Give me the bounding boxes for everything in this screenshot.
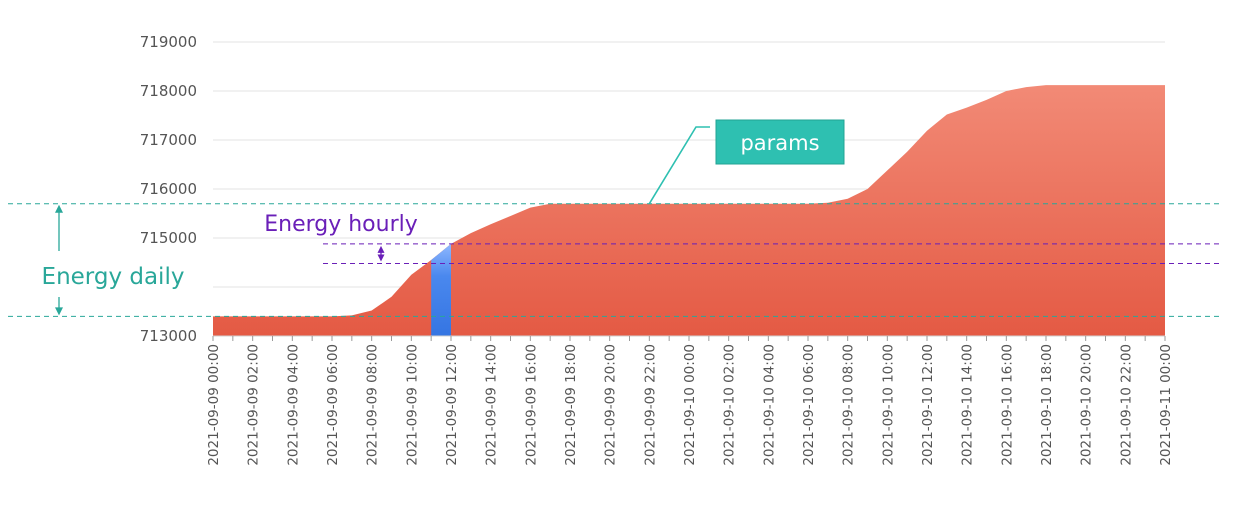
- x-tick-label: 2021-09-09 10:00: [404, 344, 420, 466]
- hourly-arrow-down-head: [377, 254, 385, 262]
- x-tick-label: 2021-09-10 08:00: [841, 344, 857, 466]
- x-tick-label: 2021-09-09 04:00: [285, 344, 301, 466]
- x-tick-label: 2021-09-10 02:00: [722, 344, 738, 466]
- x-tick-label: 2021-09-09 18:00: [563, 344, 579, 466]
- x-tick-label: 2021-09-11 00:00: [1158, 344, 1174, 466]
- y-tick-label: 716000: [140, 180, 197, 198]
- y-axis: 713000 715000 716000 717000 718000 719000: [140, 33, 197, 345]
- energy-daily-label: Energy daily: [42, 264, 185, 290]
- x-tick-label: 2021-09-10 06:00: [801, 344, 817, 466]
- daily-arrow-down-head: [55, 307, 63, 316]
- y-tick-label: 718000: [140, 82, 197, 100]
- energy-hourly-label: Energy hourly: [264, 212, 418, 237]
- x-tick-label: 2021-09-10 04:00: [761, 344, 777, 466]
- x-tick-label: 2021-09-10 22:00: [1118, 344, 1134, 466]
- x-tick-label: 2021-09-09 08:00: [365, 344, 381, 466]
- y-tick-label: 717000: [140, 131, 197, 149]
- area-series: [213, 85, 1165, 337]
- y-tick-label: 715000: [140, 229, 197, 247]
- x-tick-label: 2021-09-10 10:00: [880, 344, 896, 466]
- x-tick-label: 2021-09-10 20:00: [1079, 344, 1095, 466]
- x-tick-label: 2021-09-10 16:00: [999, 344, 1015, 466]
- callout-box: [715, 119, 845, 165]
- x-tick-label: 2021-09-09 20:00: [603, 344, 619, 466]
- x-tick-label: 2021-09-10 00:00: [682, 344, 698, 466]
- highlighted-hour-bar: [431, 243, 451, 336]
- callout-label: params: [740, 131, 819, 155]
- x-axis: 2021-09-09 00:00 2021-09-09 02:00 2021-09-…: [206, 335, 1174, 466]
- x-tick-label: 2021-09-09 00:00: [206, 344, 222, 466]
- x-tick-label: 2021-09-10 18:00: [1039, 344, 1055, 466]
- x-tick-label: 2021-09-09 14:00: [484, 344, 500, 466]
- y-tick-label: 719000: [140, 33, 197, 51]
- x-tick-label: 2021-09-09 02:00: [246, 344, 262, 466]
- x-tick-label: 2021-09-09 16:00: [523, 344, 539, 466]
- daily-arrow-up-head: [55, 204, 63, 213]
- x-tick-label: 2021-09-09 12:00: [444, 344, 460, 466]
- x-tick-label: 2021-09-09 06:00: [325, 344, 341, 466]
- annotations: Energy daily Energy hourly params: [8, 119, 1220, 317]
- x-tick-label: 2021-09-10 14:00: [960, 344, 976, 466]
- hourly-arrow-up-head: [377, 245, 385, 253]
- y-tick-label: 713000: [140, 327, 197, 345]
- callout-leader-line: [648, 126, 710, 205]
- x-tick-label: 2021-09-09 22:00: [642, 344, 658, 466]
- area-layer: [213, 85, 1165, 337]
- x-tick-label: 2021-09-10 12:00: [920, 344, 936, 466]
